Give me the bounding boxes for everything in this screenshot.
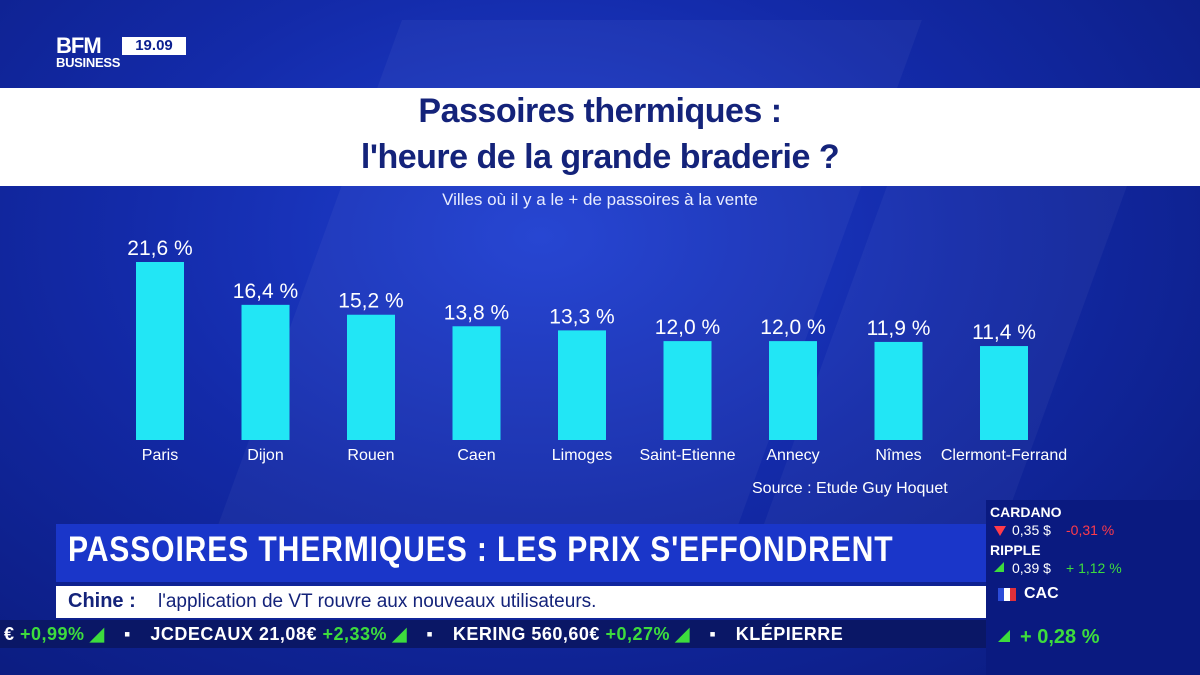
channel-logo: BFM BUSINESS bbox=[56, 33, 121, 70]
crypto-name: CARDANO bbox=[990, 504, 1062, 520]
bar-n-mes bbox=[874, 341, 923, 440]
ticker-change: +2,33% bbox=[322, 624, 388, 644]
news-bar bbox=[56, 586, 986, 618]
ticker-price: 21,08€ bbox=[258, 624, 317, 644]
bar-value-label: 15,2 % bbox=[338, 290, 403, 313]
clock: 19.09 bbox=[122, 37, 186, 55]
category-label: Clermont-Ferrand bbox=[941, 447, 1067, 464]
index-panel bbox=[986, 582, 1200, 675]
up-arrow-icon bbox=[994, 562, 1004, 572]
chart-title-line2: l'heure de la grande braderie ? bbox=[360, 138, 840, 176]
crypto-price: 0,35 $ bbox=[1012, 522, 1051, 538]
category-label: Limoges bbox=[552, 447, 612, 464]
category-label: Dijon bbox=[247, 447, 283, 464]
ticker-change: +0,27% bbox=[605, 624, 671, 644]
category-label: Annecy bbox=[766, 447, 819, 464]
index-name: CAC bbox=[1024, 585, 1059, 602]
stock-ticker: € +0,99% ◢ ▪ JCDECAUX 21,08€ +2,33% ◢ ▪ … bbox=[4, 624, 844, 644]
ticker-name: KERING bbox=[452, 624, 526, 644]
bar-saint-etienne bbox=[663, 341, 712, 440]
category-label: Saint-Etienne bbox=[639, 447, 735, 464]
logo-sub: BUSINESS bbox=[56, 55, 121, 70]
logo-main: BFM bbox=[56, 33, 102, 58]
headline: PASSOIRES THERMIQUES : LES PRIX S'EFFOND… bbox=[68, 530, 894, 569]
title-box: Passoires thermiques : l'heure de la gra… bbox=[0, 88, 1200, 186]
news-text: l'application de VT rouvre aux nouveaux … bbox=[158, 591, 597, 612]
bar-value-label: 11,9 % bbox=[867, 317, 931, 340]
bar-annecy bbox=[769, 341, 817, 440]
chart-title-line1: Passoires thermiques : bbox=[418, 92, 782, 130]
stock-ticker-bar bbox=[0, 620, 986, 648]
bar-value-label: 13,3 % bbox=[549, 305, 614, 328]
ticker-name: JCDECAUX bbox=[150, 624, 254, 644]
bar-value-label: 16,4 % bbox=[233, 280, 298, 303]
chart-subtitle: Villes où il y a le + de passoires à la … bbox=[442, 190, 758, 209]
ticker-change: +0,99% bbox=[20, 624, 85, 644]
bar-rouen bbox=[347, 314, 395, 440]
news-topic: Chine : bbox=[68, 590, 136, 612]
bar-clermont-ferrand bbox=[980, 346, 1028, 440]
ticker-price: 560,60€ bbox=[531, 624, 600, 644]
bar-dijon bbox=[241, 304, 290, 440]
category-label: Caen bbox=[457, 447, 495, 464]
crypto-price: 0,39 $ bbox=[1012, 560, 1051, 576]
bar-caen bbox=[452, 326, 501, 440]
bar-value-label: 11,4 % bbox=[972, 321, 1036, 344]
bar-value-label: 12,0 % bbox=[760, 316, 825, 339]
bar-paris bbox=[136, 262, 184, 440]
category-label: Paris bbox=[142, 447, 178, 464]
chart-source: Source : Etude Guy Hoquet bbox=[752, 480, 948, 497]
category-label: Nîmes bbox=[875, 447, 921, 464]
bar-value-label: 21,6 % bbox=[127, 237, 192, 260]
down-arrow-icon bbox=[994, 526, 1006, 536]
bar-chart: 21,6 % Paris 16,4 % Dijon 15,2 % Rouen 13,8 % C… bbox=[127, 237, 1067, 464]
ticker-name: KLÉPIERRE bbox=[735, 624, 844, 644]
bar-limoges bbox=[558, 330, 606, 440]
category-label: Rouen bbox=[347, 447, 394, 464]
bar-value-label: 12,0 % bbox=[655, 316, 720, 339]
france-flag-icon bbox=[998, 588, 1016, 601]
crypto-change: + 1,12 % bbox=[1066, 560, 1122, 576]
index-change: + 0,28 % bbox=[1020, 626, 1100, 648]
bar-value-label: 13,8 % bbox=[444, 301, 509, 324]
headline-bar bbox=[56, 524, 986, 582]
up-arrow-icon bbox=[998, 630, 1010, 642]
crypto-name: RIPPLE bbox=[990, 542, 1041, 558]
crypto-change: -0,31 % bbox=[1066, 522, 1115, 538]
